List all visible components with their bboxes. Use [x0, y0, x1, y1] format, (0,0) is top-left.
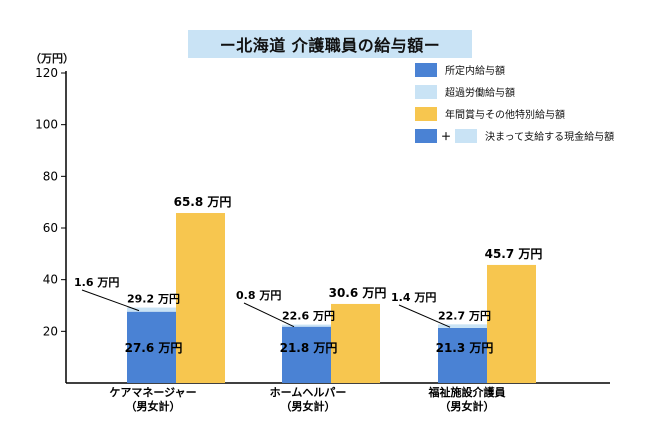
category-sublabel-2: （男女計） — [281, 399, 336, 413]
legend-label-bonus: 年間賞与その他特別給与額 — [445, 110, 565, 121]
label-total-2: 22.6 万円 — [282, 310, 335, 323]
bar-overtime-3 — [438, 324, 487, 328]
bar-scheduled-1 — [127, 311, 176, 383]
legend-swatch-overtime — [415, 84, 437, 99]
label-overtime-1: 1.6 万円 — [74, 276, 119, 289]
y-tick-label: 40 — [43, 273, 58, 287]
legend-label-overtime: 超過労働給与額 — [445, 88, 515, 99]
category-label-1: ケアマネージャー — [109, 386, 196, 399]
legend-swatch-combined-overtime — [455, 128, 477, 143]
label-total-1: 29.2 万円 — [127, 293, 180, 306]
label-overtime-3: 1.4 万円 — [391, 291, 436, 304]
label-scheduled-1: 27.6 万円 — [125, 341, 183, 355]
bar-bonus-3 — [487, 264, 536, 383]
y-axis-unit-label: （万円） — [30, 52, 74, 65]
legend-swatch-combined-scheduled — [415, 128, 437, 143]
legend-item-bonus: 年間賞与その他特別給与額 — [415, 106, 565, 121]
label-scheduled-3: 21.3 万円 — [436, 341, 494, 355]
leader-line-overtime-2 — [243, 302, 295, 328]
category-label-3: 福祉施設介護員 — [428, 385, 506, 399]
chart-title: ー北海道 介護職員の給与額ー — [188, 30, 472, 58]
label-total-3: 22.7 万円 — [438, 309, 491, 322]
legend-label-scheduled: 所定内給与額 — [445, 66, 505, 77]
bar-bonus-2 — [331, 303, 380, 383]
label-scheduled-2: 21.8 万円 — [280, 341, 338, 355]
axes: 20 40 60 80 100 120 — [35, 66, 610, 384]
y-tick-label: 100 — [35, 118, 58, 132]
legend-item-overtime: 超過労働給与額 — [415, 84, 515, 99]
legend-item-combined: ＋ 決まって支給する現金給与額 — [415, 128, 614, 143]
bar-overtime-1 — [127, 307, 176, 312]
legend-swatch-scheduled — [415, 62, 437, 77]
label-overtime-2: 0.8 万円 — [236, 289, 281, 302]
leader-line-overtime-3 — [398, 304, 451, 328]
bar-bonus-1 — [176, 213, 225, 383]
label-bonus-3: 45.7 万円 — [485, 247, 543, 261]
bars — [127, 213, 536, 383]
legend-swatch-bonus — [415, 106, 437, 121]
y-tick-label: 80 — [43, 169, 58, 183]
category-label-2: ホームヘルパー — [270, 386, 347, 399]
bar-scheduled-2 — [282, 326, 331, 383]
legend-item-scheduled: 所定内給与額 — [415, 62, 505, 77]
legend-label-combined: 決まって支給する現金給与額 — [485, 132, 615, 143]
category-sublabel-1: （男女計） — [126, 399, 181, 413]
y-tick-label: 60 — [43, 221, 58, 235]
y-tick-label: 120 — [35, 66, 58, 80]
bar-scheduled-3 — [438, 327, 487, 383]
label-bonus-2: 30.6 万円 — [329, 286, 387, 300]
y-tick-label: 20 — [43, 324, 58, 338]
bar-overtime-2 — [282, 324, 331, 327]
leader-line-overtime-1 — [81, 289, 140, 312]
legend-plus-sign: ＋ — [441, 132, 451, 143]
label-bonus-1: 65.8 万円 — [174, 195, 232, 209]
category-sublabel-3: （男女計） — [440, 399, 495, 413]
